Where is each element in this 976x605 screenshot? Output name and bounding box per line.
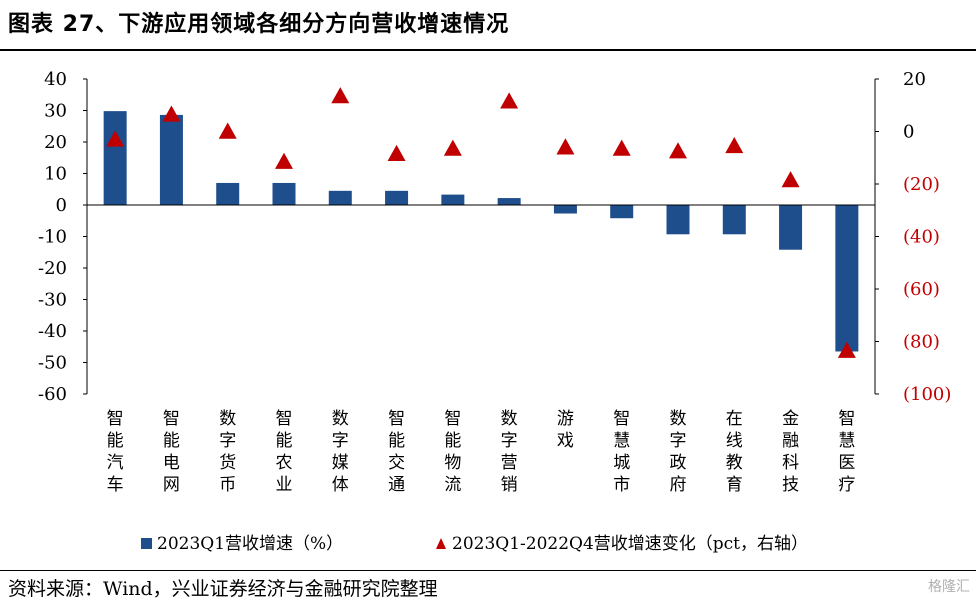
bar-在线教育 [722,205,746,235]
marker-智能交通 [387,144,406,162]
marker-数字媒体 [331,87,350,104]
marker-智慧医疗 [837,341,856,358]
marker-series [106,87,856,358]
left-tick-label: -40 [38,321,67,342]
bar-数字货币 [216,182,240,205]
source-note: 资料来源：Wind，兴业证券经济与金融研究院整理 [8,578,438,600]
marker-智慧城市 [612,139,631,156]
left-tick-label: 20 [44,132,67,153]
legend-bar-label: 2023Q1营收增速（%） [157,534,343,554]
marker-智能物流 [443,139,462,156]
left-tick-label: 40 [44,69,67,90]
category-label: 智能物流 [444,409,461,495]
category-label: 在线教育 [726,409,743,495]
category-label: 智能电网 [163,409,180,495]
bar-智能农业 [272,182,296,205]
marker-数字政府 [669,142,687,159]
left-tick-label: 0 [56,195,67,216]
legend-marker-label: 2023Q1-2022Q4营收增速变化（pct，右轴） [452,534,808,554]
category-label: 智能农业 [276,409,293,495]
chart-area: 40 30 20 10 0 -10 -20 -30 -40 -50 -60 20 0 (20) (40) (… [38,69,951,554]
category-label: 智慧医疗 [838,409,855,495]
left-tick-label: -30 [38,290,67,311]
category-label: 智慧城市 [613,409,630,495]
bar-智能汽车 [103,111,127,205]
left-tick-label: -60 [38,384,67,405]
bar-金融科技 [779,205,803,250]
category-label: 数字货币 [219,409,236,495]
category-label: 游戏 [557,409,574,451]
legend-marker-swatch [436,538,446,549]
bar-智慧医疗 [835,205,859,352]
left-tick-label: -20 [38,258,67,279]
bar-智能物流 [441,194,465,205]
category-label: 智能交通 [388,409,405,495]
right-tick-label: (40) [903,227,940,248]
marker-智能汽车 [106,130,125,147]
marker-智能电网 [162,105,181,122]
marker-金融科技 [781,171,800,188]
left-tick-label: 30 [44,101,67,122]
marker-数字货币 [218,122,237,139]
marker-智能农业 [275,152,293,169]
right-tick-label: (100) [903,384,951,405]
bar-智能交通 [385,190,409,205]
category-label: 数字政府 [670,409,687,495]
watermark: 格隆汇 [928,579,970,595]
legend: 2023Q1营收增速（%） 2023Q1-2022Q4营收增速变化（pct，右轴… [141,534,808,554]
left-tick-label: 10 [44,164,67,185]
right-axis: 20 0 (20) (40) (60) (80) (100) [874,69,951,405]
right-tick-label: (80) [903,332,940,353]
footer-divider [0,570,976,571]
bar-智慧城市 [610,205,634,219]
title-divider [0,49,976,51]
bar-智能电网 [159,114,183,205]
category-label: 智能汽车 [107,409,124,495]
legend-bar-swatch [141,538,152,549]
right-tick-label: 20 [903,69,926,90]
chart-title: 图表 27、下游应用领域各细分方向营收增速情况 [8,12,510,37]
category-label: 数字媒体 [332,409,349,495]
bar-数字营销 [497,198,521,205]
bar-数字媒体 [328,190,352,205]
category-label: 数字营销 [501,409,518,495]
marker-数字营销 [500,92,519,109]
right-tick-label: 0 [903,122,914,143]
left-axis: 40 30 20 10 0 -10 -20 -30 -40 -50 -60 [38,69,88,405]
category-labels: 智能汽车 智能电网 数字货币 智能农业 数字媒体 智能交通 智能物流 数字营销 游戏 智慧城市 数字… [107,409,856,495]
left-tick-label: -50 [38,353,67,374]
right-tick-label: (60) [903,279,940,300]
left-tick-label: -10 [38,227,67,248]
bar-数字政府 [666,205,690,235]
category-label: 金融科技 [782,409,799,495]
bar-series [103,111,859,352]
bar-游戏 [553,205,577,214]
marker-游戏 [556,138,575,155]
marker-在线教育 [725,136,744,154]
right-tick-label: (20) [903,174,940,195]
